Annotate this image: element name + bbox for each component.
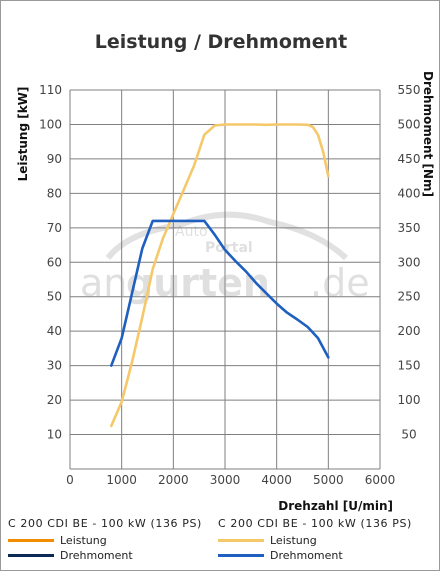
y-tick-label-right: 200 bbox=[398, 324, 421, 338]
watermark-domain: .de bbox=[310, 261, 370, 305]
x-tick-label: 0 bbox=[66, 473, 74, 487]
x-tick-label: 2000 bbox=[158, 473, 189, 487]
series-line-drehmoment bbox=[110, 219, 330, 367]
y-tick-label-right: 550 bbox=[398, 83, 421, 97]
legend-label: Drehmoment bbox=[270, 549, 343, 562]
x-tick-label: 5000 bbox=[313, 473, 344, 487]
y-tick-label-right: 150 bbox=[398, 359, 421, 373]
y-tick-label-right: 350 bbox=[398, 221, 421, 235]
legend-swatch bbox=[218, 539, 264, 542]
legend-right-header: C 200 CDI BE - 100 kW (136 PS) bbox=[218, 517, 412, 530]
legend-left-item-leistung: Leistung bbox=[8, 533, 202, 548]
series-line-leistung bbox=[110, 123, 330, 428]
y-tick-label-left: 40 bbox=[47, 324, 62, 338]
legend-left: C 200 CDI BE - 100 kW (136 PS) Leistung … bbox=[8, 517, 202, 563]
y-tick-label-left: 100 bbox=[39, 117, 62, 131]
legend-right-item-leistung: Leistung bbox=[218, 533, 412, 548]
y-tick-label-left: 30 bbox=[47, 359, 62, 373]
watermark-car-outline bbox=[105, 211, 349, 261]
legend-swatch bbox=[8, 554, 54, 557]
watermark-logo bbox=[105, 211, 349, 261]
legend-label: Leistung bbox=[60, 534, 107, 547]
y-tick-label-right: 250 bbox=[398, 290, 421, 304]
y-tick-label-right: 400 bbox=[398, 186, 421, 200]
x-tick-label: 1000 bbox=[106, 473, 137, 487]
y-tick-label-left: 80 bbox=[47, 186, 62, 200]
y-tick-label-right: 50 bbox=[401, 428, 416, 442]
x-tick-label: 6000 bbox=[365, 473, 396, 487]
legend-swatch bbox=[8, 539, 54, 542]
y-tick-label-left: 60 bbox=[47, 255, 62, 269]
y-tick-label-right: 300 bbox=[398, 255, 421, 269]
watermark-sub-1: Auto bbox=[175, 224, 208, 240]
y-tick-label-left: 50 bbox=[47, 290, 62, 304]
y-tick-label-right: 100 bbox=[398, 393, 421, 407]
legend-left-header: C 200 CDI BE - 100 kW (136 PS) bbox=[8, 517, 202, 530]
x-axis-label: Drehzahl [U/min] bbox=[278, 499, 393, 513]
x-tick-label: 3000 bbox=[210, 473, 241, 487]
chart-title: Leistung / Drehmoment bbox=[94, 31, 348, 53]
y-tick-label-left: 20 bbox=[47, 393, 62, 407]
legend-left-item-drehmoment: Drehmoment bbox=[8, 548, 202, 563]
y-tick-label-right: 450 bbox=[398, 152, 421, 166]
legend-right-item-drehmoment: Drehmoment bbox=[218, 548, 412, 563]
watermark-sub-2: Portal bbox=[205, 240, 253, 256]
y-tick-label-left: 90 bbox=[47, 152, 62, 166]
legend-label: Leistung bbox=[270, 534, 317, 547]
y-tick-label-left: 70 bbox=[47, 221, 62, 235]
watermark-word-1: an bbox=[80, 261, 127, 305]
legend-label: Drehmoment bbox=[60, 549, 133, 562]
y-tick-label-left: 10 bbox=[47, 428, 62, 442]
legend-swatch bbox=[218, 554, 264, 557]
y-tick-label-left: 110 bbox=[39, 83, 62, 97]
y-tick-label-right: 500 bbox=[398, 117, 421, 131]
legend-right: C 200 CDI BE - 100 kW (136 PS) Leistung … bbox=[218, 517, 412, 563]
x-tick-label: 4000 bbox=[261, 473, 292, 487]
